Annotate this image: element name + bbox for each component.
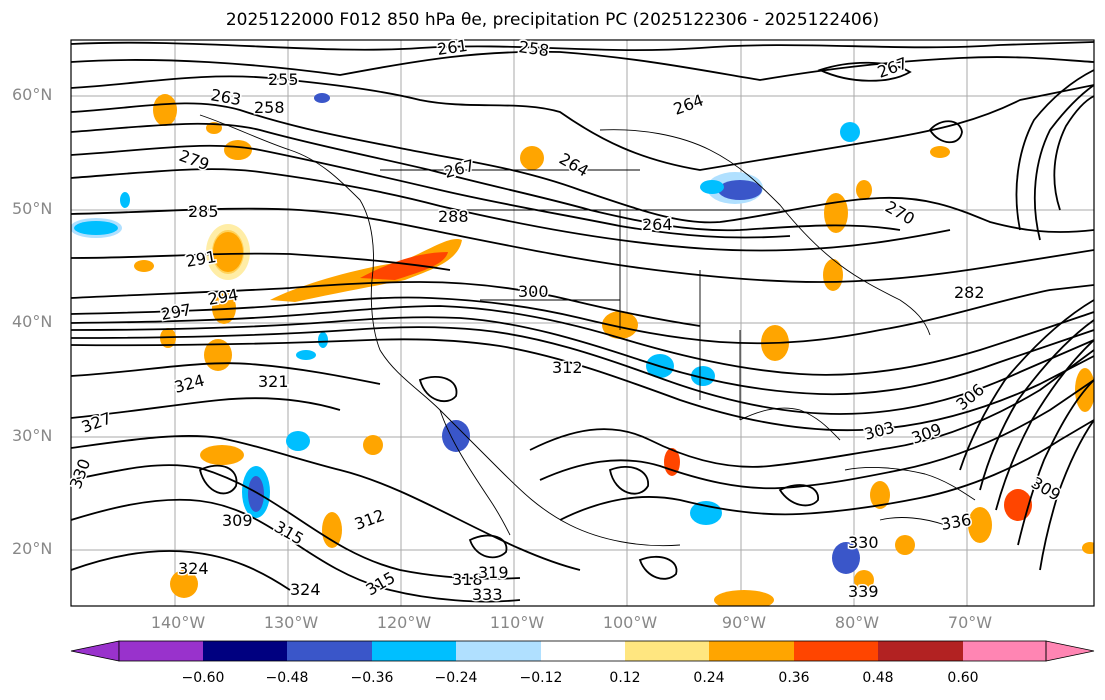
colorbar-frame <box>118 640 1047 662</box>
contour-label: 339 <box>848 582 879 601</box>
colorbar-bin <box>709 641 794 661</box>
lat-label-60n: 60°N <box>12 85 53 104</box>
contour-label: 282 <box>954 283 985 302</box>
lon-label-100w: 100°W <box>602 613 658 632</box>
colorbar-bin <box>794 641 878 661</box>
lat-label-50n: 50°N <box>12 199 53 218</box>
lat-label-30n: 30°N <box>12 426 53 445</box>
colorbar-tick-label: 0.60 <box>947 670 979 686</box>
contour-label: 261 <box>436 36 469 59</box>
contour-label: 324 <box>178 559 209 578</box>
contour-label: 300 <box>518 282 549 301</box>
lon-label-110w: 110°W <box>489 613 545 632</box>
contour-label: 330 <box>848 533 879 552</box>
colorbar-tick-label: 0.36 <box>778 670 810 686</box>
colorbar-extend-low <box>70 640 120 662</box>
lon-label-80w: 80°W <box>834 613 880 632</box>
colorbar-tick-label: −0.24 <box>434 670 478 686</box>
lon-label-120w: 120°W <box>376 613 432 632</box>
contour-label: 324 <box>290 580 321 599</box>
contour-label: 312 <box>552 358 583 377</box>
colorbar-tick-label: 0.24 <box>693 670 725 686</box>
colorbar-bin <box>541 641 625 661</box>
lon-label-130w: 130°W <box>263 613 319 632</box>
colorbar-bin <box>456 641 541 661</box>
colorbar-tick-label: −0.12 <box>519 670 563 686</box>
precip-negative-shading <box>71 93 860 574</box>
contour-label: 285 <box>188 202 219 221</box>
colorbar-bin <box>963 641 1046 661</box>
theta-e-contours <box>71 41 1094 603</box>
contour-label: 288 <box>438 207 469 226</box>
colorbar-bin <box>372 641 456 661</box>
lon-label-70w: 70°W <box>947 613 993 632</box>
map-frame <box>70 39 1095 607</box>
contour-label: 255 <box>268 70 299 89</box>
contour-label: 318 <box>452 570 483 589</box>
colorbar-tick-label: −0.36 <box>350 670 394 686</box>
lon-label-140w: 140°W <box>150 613 206 632</box>
colorbar-tick-label: 0.48 <box>862 670 894 686</box>
colorbar-bin <box>203 641 287 661</box>
plot-title: 2025122000 F012 850 hPa θe, precipitatio… <box>225 10 880 30</box>
contour-label: 309 <box>222 511 253 530</box>
colorbar-bin <box>625 641 709 661</box>
colorbar-bin <box>878 641 963 661</box>
colorbar-bin <box>119 641 203 661</box>
colorbar <box>70 640 1095 662</box>
contour-label: 258 <box>254 98 285 117</box>
coastlines-borders <box>199 114 976 547</box>
contour-label: 333 <box>472 585 503 604</box>
contour-label: 264 <box>642 215 673 234</box>
lat-label-40n: 40°N <box>12 312 53 331</box>
contour-label: 319 <box>478 563 509 582</box>
colorbar-tick-label: 0.12 <box>609 670 641 686</box>
colorbar-tick-label: −0.48 <box>265 670 309 686</box>
colorbar-tick-label: −0.60 <box>181 670 225 686</box>
lon-label-90w: 90°W <box>721 613 767 632</box>
lat-lon-gridlines <box>71 40 1094 606</box>
colorbar-extend-high <box>1045 640 1095 662</box>
lat-label-20n: 20°N <box>12 539 53 558</box>
contour-label: 321 <box>258 372 289 391</box>
colorbar-bin <box>287 641 372 661</box>
